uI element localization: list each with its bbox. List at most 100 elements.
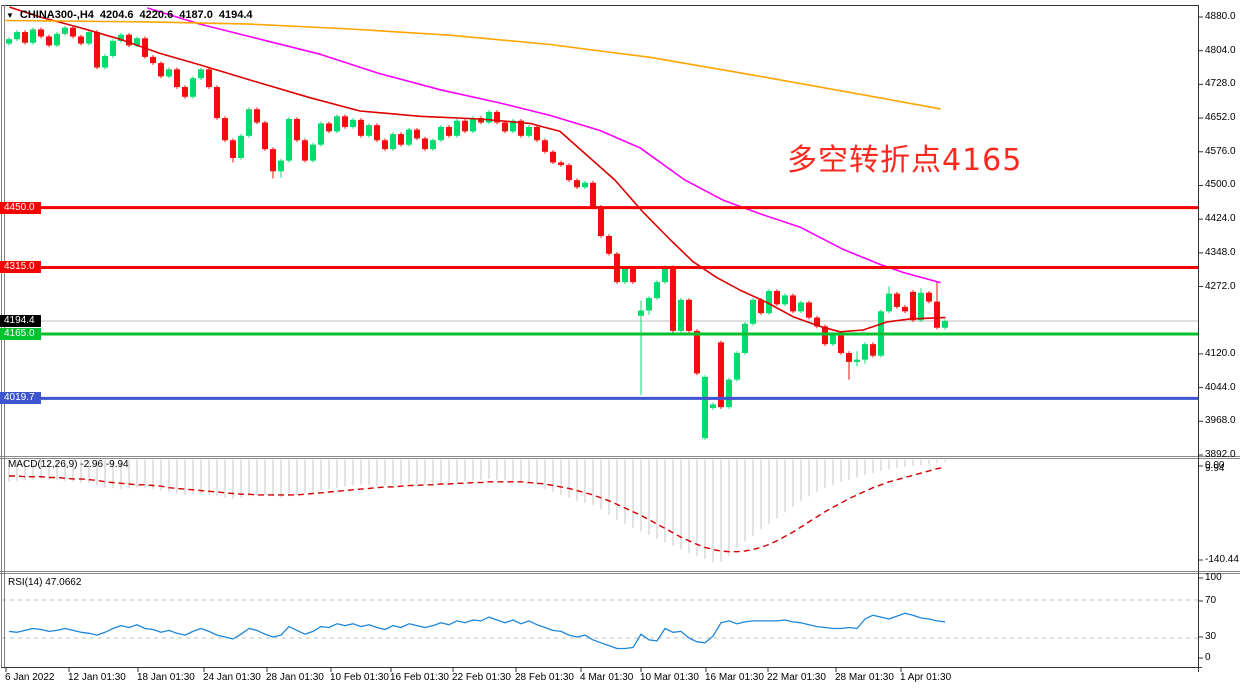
candle-body <box>734 353 740 380</box>
candle-body <box>646 298 652 311</box>
candle-body <box>630 268 636 283</box>
candle-body <box>118 34 124 41</box>
candle <box>366 123 372 138</box>
candle-body <box>782 295 788 305</box>
candle-body <box>334 116 340 132</box>
candle <box>806 300 812 320</box>
candle <box>38 27 44 39</box>
candle <box>486 110 492 125</box>
candle-body <box>398 134 404 145</box>
candle <box>918 288 924 323</box>
candle-body <box>726 379 732 408</box>
candle-body <box>550 151 556 163</box>
candle-body <box>430 140 436 150</box>
candle-body <box>150 56 156 64</box>
candle <box>166 67 172 79</box>
candle-body <box>70 27 76 37</box>
candle <box>110 39 116 58</box>
candle-body <box>102 56 108 68</box>
candle-body <box>374 125 380 141</box>
candle-body <box>718 342 724 408</box>
candle <box>502 120 508 134</box>
candle <box>574 178 580 190</box>
candle-body <box>182 87 188 97</box>
candle-body <box>838 335 844 354</box>
candle <box>758 298 764 315</box>
candle <box>526 125 532 138</box>
candle-body <box>918 292 924 321</box>
candle-body <box>510 120 516 132</box>
candle <box>22 30 28 45</box>
candle-body <box>230 140 236 158</box>
candle <box>886 286 892 314</box>
time-scale[interactable] <box>5 668 902 672</box>
candle <box>246 107 252 138</box>
candle-body <box>278 160 284 172</box>
candle-body <box>134 38 140 46</box>
candle <box>838 333 844 355</box>
candle <box>550 149 556 165</box>
candle-body <box>702 376 708 439</box>
candle <box>294 117 300 143</box>
candle-body <box>686 299 692 331</box>
fast-ma-line <box>9 6 946 333</box>
candle <box>14 30 20 41</box>
candle <box>270 147 276 179</box>
candle-body <box>422 138 428 150</box>
candle-body <box>158 63 164 77</box>
candle <box>102 54 108 70</box>
candle <box>62 25 68 36</box>
candle-body <box>94 32 100 68</box>
candle <box>494 110 500 125</box>
candle-body <box>766 290 772 314</box>
candle <box>302 138 308 163</box>
candle-body <box>758 299 764 314</box>
price-scale[interactable] <box>1198 16 1203 456</box>
candle-body <box>710 404 716 409</box>
candle <box>398 132 404 147</box>
candle-body <box>910 291 916 321</box>
candle-body <box>518 120 524 136</box>
candle <box>334 114 340 134</box>
candle-body <box>534 126 540 141</box>
candle <box>654 280 660 300</box>
candle-body <box>598 206 604 236</box>
candle <box>782 293 788 307</box>
candle <box>894 291 900 309</box>
candle-body <box>454 120 460 136</box>
candle <box>118 32 124 43</box>
candle-body <box>342 116 348 127</box>
candle <box>910 290 916 323</box>
candle-body <box>774 290 780 305</box>
candle-body <box>14 32 20 40</box>
candle <box>350 118 356 129</box>
candle <box>862 342 868 364</box>
candle <box>238 134 244 160</box>
candle <box>694 329 700 376</box>
candle-body <box>926 292 932 302</box>
candle-body <box>862 344 868 360</box>
candle-body <box>486 111 492 123</box>
rsi-layer <box>2 599 1198 650</box>
candle-body <box>638 310 644 316</box>
candle <box>830 333 836 346</box>
candle-body <box>326 123 332 132</box>
candle <box>638 300 644 396</box>
candle <box>726 377 732 409</box>
candle-body <box>438 126 444 141</box>
candle <box>942 319 948 330</box>
candle <box>158 61 164 79</box>
candle-body <box>86 32 92 44</box>
macd-layer <box>8 460 946 563</box>
candle <box>542 138 548 154</box>
candle-body <box>846 353 852 362</box>
candle <box>190 76 196 99</box>
candle-body <box>54 33 60 46</box>
candle-body <box>542 140 548 152</box>
candle-body <box>854 359 860 362</box>
candle <box>230 138 236 163</box>
candle <box>598 204 604 238</box>
candle-body <box>350 119 356 127</box>
